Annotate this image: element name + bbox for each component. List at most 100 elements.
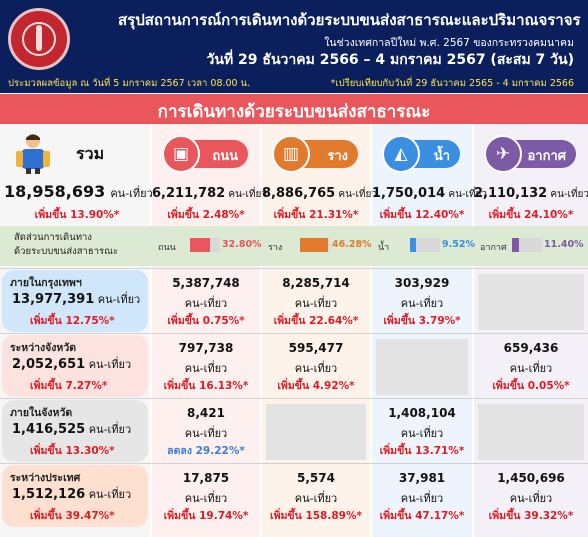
cell-value-0-rail: 8,285,714 [282, 276, 350, 290]
section-divider-2 [0, 398, 588, 399]
section-value-1: 2,052,651 [12, 357, 86, 372]
section-label-1: ระหว่างจังหวัด [10, 342, 77, 354]
logo-ring [22, 22, 56, 56]
cell-change-3-water: เพิ่มขึ้น 47.17%* [379, 510, 465, 522]
cell-change-0-rail: เพิ่มขึ้น 22.64%* [273, 315, 359, 327]
cell-change-3-air: เพิ่มขึ้น 39.32%* [488, 510, 574, 522]
section-change-0: เพิ่มขึ้น 12.75%* [30, 315, 115, 327]
section-card-0 [2, 270, 148, 332]
share-title-line1: สัดส่วนการเดินทาง [14, 232, 92, 243]
mode-label-rail: ราง [327, 149, 348, 164]
cell-change-1-road: เพิ่มขึ้น 16.13%* [163, 380, 249, 392]
plane-icon: ✈ [484, 135, 522, 173]
cell-value-3-water: 37,981 [398, 471, 446, 485]
section-card-3 [2, 465, 148, 527]
mode-total-road: 6,211,782 คน-เที่ยว [152, 182, 267, 202]
cell-value-1-air: 659,436 [503, 341, 559, 355]
total-value: 18,958,693 [4, 182, 106, 201]
section-value-2: 1,416,525 [12, 422, 86, 437]
cell-unit-3-road: คน-เที่ยว [184, 492, 228, 505]
page-subtitle: ในช่วงเทศกาลปีใหม่ พ.ศ. 2567 ของกระทรวงค… [324, 37, 574, 49]
mode-total-water: 1,750,014 คน-เที่ยว [372, 182, 487, 202]
mode-value-air: 2,110,132 [474, 186, 548, 201]
share-value-water: 9.52% [442, 239, 475, 250]
cell-unit-0-rail: คน-เที่ยว [294, 297, 338, 310]
mode-label-road: ถนน [212, 149, 238, 164]
section-unit-0: คน-เที่ยว [94, 293, 141, 306]
ministry-logo [8, 8, 70, 70]
share-label-road: ถนน [158, 243, 176, 253]
cell-value-0-road: 5,387,748 [172, 276, 240, 290]
section-label-0: ภายในกรุงเทพฯ [10, 277, 82, 289]
total-unit: คน-เที่ยว [110, 187, 153, 200]
share-label-air: อากาศ [480, 243, 507, 253]
cell-unit-0-road: คน-เที่ยว [184, 297, 228, 310]
mode-total-rail: 8,886,765 คน-เที่ยว [262, 182, 377, 202]
train-icon-glyph: ▥ [282, 144, 300, 164]
blank-cell-2-air [478, 404, 584, 460]
cell-change-3-rail: เพิ่มขึ้น 158.89%* [270, 510, 362, 522]
mode-change-road: เพิ่มขึ้น 2.48%* [167, 209, 245, 221]
cell-unit-1-rail: คน-เที่ยว [294, 362, 338, 375]
cell-unit-0-water: คน-เที่ยว [400, 297, 444, 310]
cell-unit-3-rail: คน-เที่ยว [294, 492, 338, 505]
share-bar-air [512, 238, 542, 252]
section-card-1 [2, 335, 148, 397]
cell-change-0-water: เพิ่มขึ้น 3.79%* [383, 315, 461, 327]
bus-icon-glyph: ▣ [172, 144, 190, 164]
share-bar-rail [300, 238, 330, 252]
mode-change-water: เพิ่มขึ้น 12.40%* [379, 209, 465, 221]
section-change-3: เพิ่มขึ้น 39.47%* [30, 510, 115, 522]
ship-icon: ◭ [382, 135, 420, 173]
mode-total-air: 2,110,132 คน-เที่ยว [474, 182, 588, 202]
mode-change-air: เพิ่มขึ้น 24.10%* [488, 209, 574, 221]
section-change-1: เพิ่มขึ้น 7.27%* [30, 380, 108, 392]
share-label-rail: ราง [268, 243, 283, 253]
cell-unit-2-road: คน-เที่ยว [184, 427, 228, 440]
cell-change-0-road: เพิ่มขึ้น 0.75%* [167, 315, 245, 327]
section-unit-3: คน-เที่ยว [85, 488, 132, 501]
share-value-road: 32.80% [222, 239, 262, 250]
share-bar-road [190, 238, 220, 252]
mode-unit-rail: คน-เที่ยว [335, 189, 377, 200]
compare-note: *เปรียบเทียบกับวันที่ 29 ธันวาคม 2565 - … [330, 78, 574, 89]
mode-pill-water: ◭ น้ำ [382, 135, 460, 173]
cell-unit-1-air: คน-เที่ยว [509, 362, 553, 375]
cell-change-2-water: เพิ่มขึ้น 13.71%* [379, 445, 465, 457]
section-change-2: เพิ่มขึ้น 13.30%* [30, 445, 115, 457]
total-value-line: 18,958,693 คน-เที่ยว [4, 182, 153, 202]
data-as-of: ประมวลผลข้อมูล ณ วันที่ 5 มกราคม 2567 เว… [8, 78, 251, 89]
ship-icon-glyph: ◭ [394, 144, 408, 164]
section-value-0: 13,977,391 [12, 292, 95, 307]
cell-unit-1-road: คน-เที่ยว [184, 362, 228, 375]
share-value-air: 11.40% [544, 239, 584, 250]
section-unit-2: คน-เที่ยว [85, 423, 132, 436]
blank-cell-0-air [478, 274, 584, 330]
cell-value-3-air: 1,450,696 [497, 471, 565, 485]
section-value-line-3: 1,512,126 คน-เที่ยว [12, 485, 131, 503]
mode-unit-road: คน-เที่ยว [225, 189, 267, 200]
share-label-water: น้ำ [378, 243, 390, 253]
date-range: วันที่ 29 ธันวาคม 2566 – 4 มกราคม 2567 (… [206, 52, 574, 68]
logo-emblem [36, 25, 42, 51]
page-title: สรุปสถานการณ์การเดินทางด้วยระบบขนส่งสาธา… [118, 11, 581, 29]
cell-unit-2-water: คน-เที่ยว [400, 427, 444, 440]
plane-icon-glyph: ✈ [495, 144, 511, 164]
cell-value-3-rail: 5,574 [297, 471, 335, 485]
cell-unit-3-water: คน-เที่ยว [400, 492, 444, 505]
mode-value-rail: 8,886,765 [262, 186, 336, 201]
cell-value-3-road: 17,875 [182, 471, 230, 485]
mode-label-water: น้ำ [433, 149, 450, 164]
cell-value-1-rail: 595,477 [288, 341, 344, 355]
cell-change-2-road: ลดลง 29.22%* [167, 445, 245, 457]
cell-value-2-road: 8,421 [187, 406, 225, 420]
section-card-2 [2, 400, 148, 462]
share-title: สัดส่วนการเดินทาง ด้วยระบบขนส่งสาธารณะ [14, 231, 118, 259]
section-value-line-2: 1,416,525 คน-เที่ยว [12, 420, 131, 438]
section-label-3: ระหว่างประเทศ [10, 472, 81, 484]
cell-value-2-water: 1,408,104 [388, 406, 456, 420]
share-fill-rail [300, 238, 328, 252]
mode-unit-water: คน-เที่ยว [445, 189, 487, 200]
header: สรุปสถานการณ์การเดินทางด้วยระบบขนส่งสาธา… [0, 0, 588, 93]
